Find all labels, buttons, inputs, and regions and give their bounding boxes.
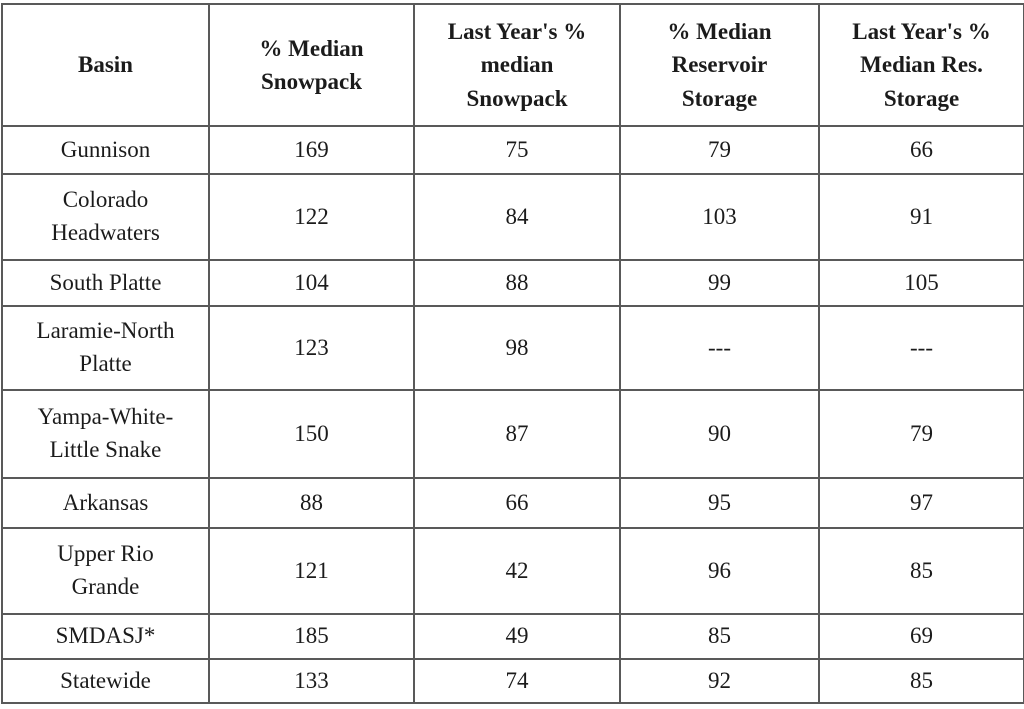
table-row-yampa-white-little-snake: Yampa-White- Little Snake 150 87 90 79 [1, 389, 1024, 479]
value-cell: 123 [208, 305, 415, 391]
value-cell: 133 [208, 658, 415, 704]
table-header-row: Basin % Median Snowpack Last Year's % me… [1, 3, 1024, 127]
value-cell: 79 [818, 389, 1024, 479]
value-cell: 85 [818, 527, 1024, 615]
value-cell: 121 [208, 527, 415, 615]
value-cell: 98 [413, 305, 621, 391]
table-row-upper-rio-grande: Upper Rio Grande 121 42 96 85 [1, 527, 1024, 615]
value-cell: 122 [208, 173, 415, 261]
value-cell: 66 [413, 477, 621, 529]
value-cell: --- [818, 305, 1024, 391]
basin-name-cell: SMDASJ* [1, 613, 210, 660]
value-cell: 104 [208, 259, 415, 307]
table-row-smdasj: SMDASJ* 185 49 85 69 [1, 613, 1024, 660]
table-row-south-platte: South Platte 104 88 99 105 [1, 259, 1024, 307]
value-cell: 99 [619, 259, 820, 307]
basin-name-cell: Gunnison [1, 125, 210, 175]
value-cell: 85 [619, 613, 820, 660]
value-cell: 42 [413, 527, 621, 615]
table-row-laramie-north-platte: Laramie-North Platte 123 98 --- --- [1, 305, 1024, 391]
table-row-colorado-headwaters: Colorado Headwaters 122 84 103 91 [1, 173, 1024, 261]
value-cell: 150 [208, 389, 415, 479]
col-header-median-snowpack: % Median Snowpack [208, 3, 415, 127]
basin-statistics-table: Basin % Median Snowpack Last Year's % me… [1, 3, 1024, 704]
value-cell: --- [619, 305, 820, 391]
value-cell: 105 [818, 259, 1024, 307]
value-cell: 90 [619, 389, 820, 479]
value-cell: 87 [413, 389, 621, 479]
value-cell: 75 [413, 125, 621, 175]
basin-name-cell: Statewide [1, 658, 210, 704]
basin-name-cell: Colorado Headwaters [1, 173, 210, 261]
basin-name-cell: Yampa-White- Little Snake [1, 389, 210, 479]
value-cell: 85 [818, 658, 1024, 704]
value-cell: 96 [619, 527, 820, 615]
table-body: Gunnison 169 75 79 66 Colorado Headwater… [1, 125, 1024, 704]
basin-name-cell: Upper Rio Grande [1, 527, 210, 615]
value-cell: 74 [413, 658, 621, 704]
col-header-median-reservoir-storage: % Median Reservoir Storage [619, 3, 820, 127]
col-header-last-year-median-snowpack: Last Year's % median Snowpack [413, 3, 621, 127]
value-cell: 103 [619, 173, 820, 261]
col-header-last-year-median-res-storage: Last Year's % Median Res. Storage [818, 3, 1024, 127]
value-cell: 92 [619, 658, 820, 704]
value-cell: 66 [818, 125, 1024, 175]
value-cell: 69 [818, 613, 1024, 660]
value-cell: 49 [413, 613, 621, 660]
table-row-arkansas: Arkansas 88 66 95 97 [1, 477, 1024, 529]
value-cell: 88 [208, 477, 415, 529]
table-row-statewide: Statewide 133 74 92 85 [1, 658, 1024, 704]
basin-name-cell: Laramie-North Platte [1, 305, 210, 391]
value-cell: 88 [413, 259, 621, 307]
basin-name-cell: Arkansas [1, 477, 210, 529]
value-cell: 79 [619, 125, 820, 175]
value-cell: 95 [619, 477, 820, 529]
table-row-gunnison: Gunnison 169 75 79 66 [1, 125, 1024, 175]
value-cell: 84 [413, 173, 621, 261]
value-cell: 185 [208, 613, 415, 660]
col-header-basin: Basin [1, 3, 210, 127]
basin-name-cell: South Platte [1, 259, 210, 307]
value-cell: 97 [818, 477, 1024, 529]
value-cell: 91 [818, 173, 1024, 261]
value-cell: 169 [208, 125, 415, 175]
